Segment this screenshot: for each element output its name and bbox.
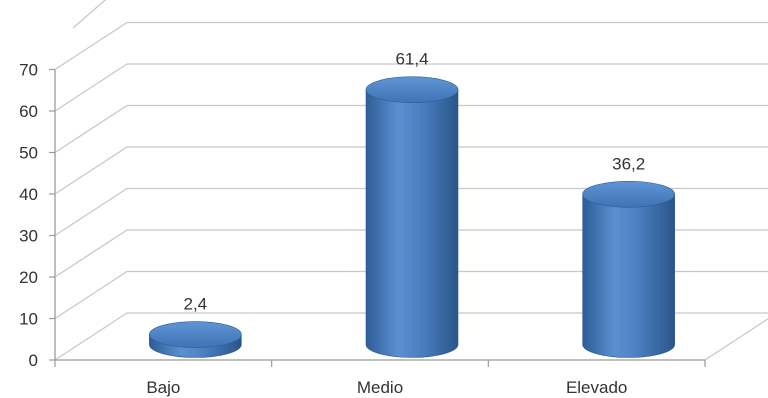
y-tick-label: 40 [19, 185, 38, 204]
bar [365, 76, 459, 358]
data-label: 36,2 [612, 154, 645, 173]
x-tick-label: Bajo [146, 378, 180, 397]
y-tick-label: 20 [19, 268, 38, 287]
gridline [54, 63, 768, 112]
floor-edge [704, 318, 768, 361]
y-tick-label: 10 [19, 310, 38, 329]
bar-layer [149, 76, 675, 358]
label-layer: 0 10 20 30 40 50 60 70 2,4 Bajo 61,4 Medio 36,2 Eleva… [19, 50, 645, 397]
bar [582, 180, 675, 358]
grid-layer [54, 0, 768, 361]
y-tick-label: 30 [19, 227, 38, 246]
bar [149, 321, 242, 358]
x-tick-label: Elevado [566, 378, 627, 397]
gridline [54, 104, 768, 154]
gridline [54, 229, 768, 278]
y-tick-label: 60 [19, 102, 38, 121]
gridline [72, 0, 107, 29]
gridline [54, 21, 768, 71]
y-tick-label: 50 [19, 144, 38, 163]
gridline [54, 187, 768, 237]
y-tick-label: 0 [29, 351, 38, 370]
x-tick-label: Medio [357, 378, 403, 397]
gridline [54, 270, 768, 320]
data-label: 61,4 [395, 50, 428, 69]
gridline [54, 312, 768, 361]
gridline [54, 146, 768, 195]
y-tick-label: 70 [19, 61, 38, 80]
data-label: 2,4 [184, 295, 208, 314]
axis-layer [49, 68, 706, 367]
